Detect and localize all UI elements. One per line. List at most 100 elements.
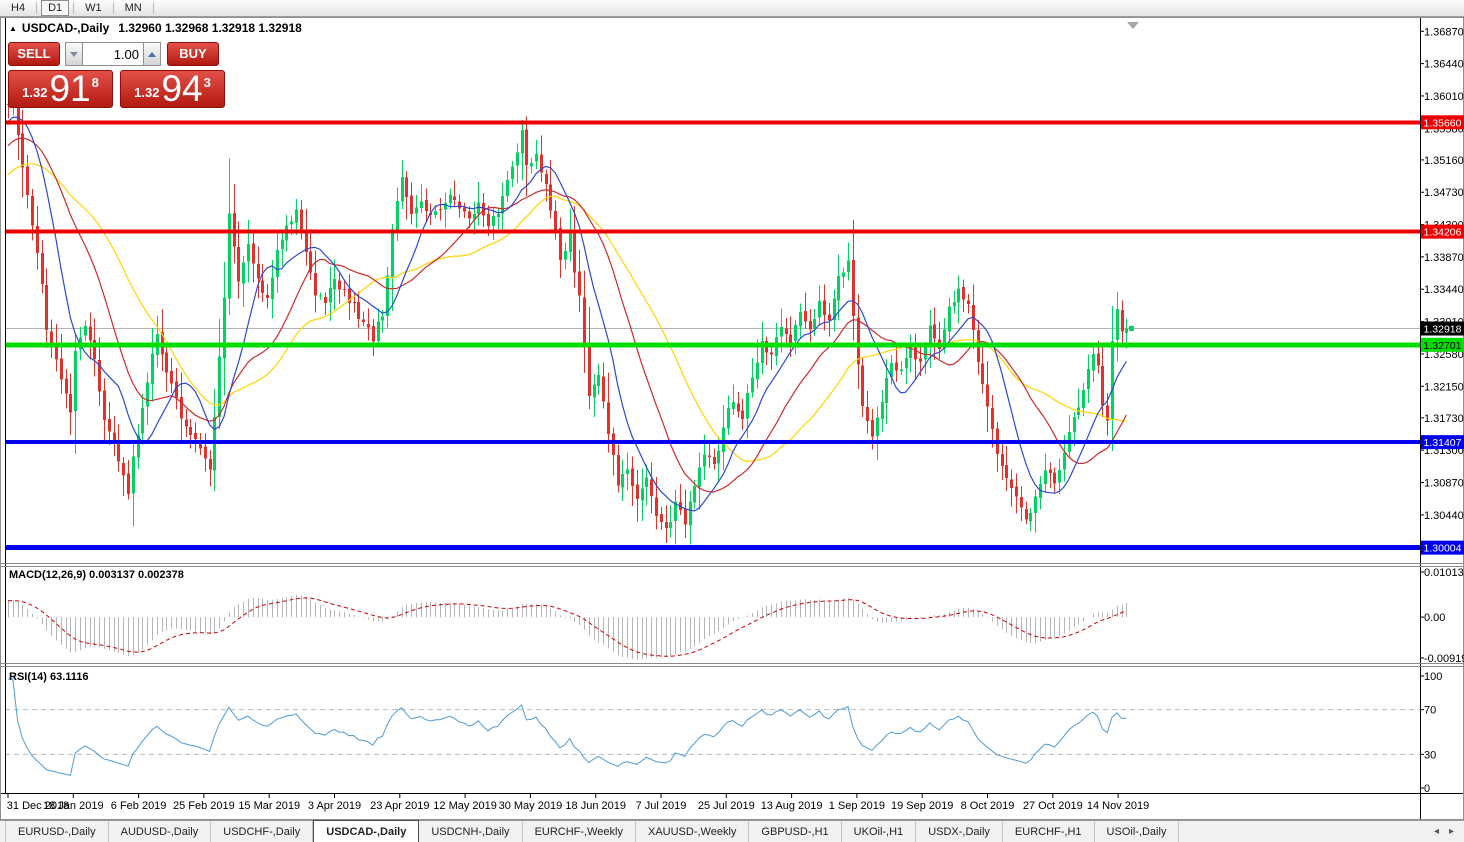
candle-body [1116,308,1119,341]
timeframe-mn[interactable]: MN [118,0,149,16]
candle-body [333,278,336,290]
tabs-scroll-left-icon[interactable]: ◂ [1433,826,1439,837]
candle-body [60,358,63,380]
date-tick-label: 15 Mar 2019 [238,800,300,812]
candle-body [319,295,322,297]
tab-usdcnh-daily[interactable]: USDCNH-,Daily [419,821,523,842]
sell-button[interactable]: SELL [8,42,60,66]
candle-body [444,202,447,210]
buy-button[interactable]: BUY [167,42,219,66]
candle-body [737,403,740,412]
date-tick-label: 7 Jul 2019 [636,800,687,812]
candle-body [420,201,423,209]
candle-body [290,221,293,225]
candle-body [602,376,605,402]
date-tick-label: 1 Sep 2019 [829,800,885,812]
rsi-label: RSI(14) 63.1116 [9,671,89,683]
candle-body [933,324,936,339]
sell-price-tile[interactable]: 1.32 91 8 [8,69,113,108]
candle-body [31,195,34,226]
volume-increase-button[interactable] [144,42,161,66]
date-tick-label: 14 Nov 2019 [1087,800,1149,812]
candle-body [137,434,140,458]
macd-label: MACD(12,26,9) 0.003137 0.002378 [9,569,184,581]
candle-body [521,130,524,154]
volume-decrease-button[interactable] [65,42,82,66]
price-tick-label: 1.33870 [1424,252,1464,264]
chart-title[interactable]: ▲ USDCAD-,Daily 1.32960 1.32968 1.32918 1.… [9,21,302,35]
candle-body [497,214,500,217]
tab-usoil-daily[interactable]: USOil-,Daily [1095,821,1180,842]
candle-body [885,377,888,403]
buy-price-tile[interactable]: 1.32 94 3 [120,69,225,108]
candle-body [89,326,92,341]
candle-body [1097,353,1100,366]
candle-body [132,456,135,494]
candle-body [189,426,192,435]
candle-body [405,177,408,197]
candle-body [17,97,20,136]
candle-body [991,407,994,429]
tab-usdchf-daily[interactable]: USDCHF-,Daily [211,821,314,842]
candle-body [828,314,831,321]
timeframe-d1[interactable]: D1 [41,0,70,16]
tab-usdcad-daily[interactable]: USDCAD-,Daily [313,820,420,842]
chart-plot-area[interactable] [5,17,1420,793]
candle-body [847,260,850,272]
candle-body [1044,470,1047,484]
candle-body [271,277,274,300]
candle-body [98,359,101,392]
volume-input[interactable]: 1.00 [82,42,144,66]
candle-body [194,433,197,440]
rsi-line [7,678,1127,777]
chart-shift-triangle-icon[interactable] [1127,22,1139,29]
candle-body [170,371,173,384]
price-badge [1421,321,1464,336]
date-tick-label: 18 Jun 2019 [565,800,626,812]
candle-body [890,363,893,377]
tab-audusd-daily[interactable]: AUDUSD-,Daily [109,821,212,842]
price-badge [1421,115,1464,130]
candle-body [477,202,480,215]
candle-body [650,479,653,496]
candle-body [535,154,538,162]
candle-body [65,378,68,394]
timeframe-h4[interactable]: H4 [4,0,32,16]
candle-body [573,230,576,273]
tab-eurchf-weekly[interactable]: EURCHF-,Weekly [523,821,636,842]
candle-body [338,280,341,290]
tab-xauusd-weekly[interactable]: XAUUSD-,Weekly [636,821,750,842]
candle-body [698,467,701,488]
candle-body [588,346,591,396]
candle-body [103,390,106,421]
candle-body [751,377,754,393]
tab-usdx-daily[interactable]: USDX-,Daily [916,821,1003,842]
candle-body [204,446,207,459]
candle-body [842,272,845,277]
candle-body [866,407,869,421]
one-click-trading-panel: SELL 1.00 BUY 1.32 91 8 1.32 94 3 [8,42,225,108]
price-badge [1421,337,1464,352]
tab-eurusd-daily[interactable]: EURUSD-,Daily [5,821,109,842]
macd-signal-line [7,597,1127,657]
date-tick-label: 25 Jul 2019 [698,800,755,812]
candle-body [761,341,764,363]
rsi-tick-label: 100 [1424,671,1442,683]
tab-eurchf-h1[interactable]: EURCHF-,H1 [1003,821,1095,842]
candle-body [569,231,572,252]
timeframe-w1[interactable]: W1 [78,0,109,16]
tabs-scroll-right-icon[interactable]: ▸ [1448,826,1454,837]
price-axis[interactable]: 1.368701.364401.360101.355801.351601.347… [1420,26,1464,795]
tab-gbpusd-h1[interactable]: GBPUSD-,H1 [749,821,842,842]
price-tick-label: 1.34730 [1424,187,1464,199]
candle-body [247,243,250,262]
price-badge-label: 1.35660 [1424,117,1462,129]
tab-ukoil-h1[interactable]: UKOil-,H1 [842,821,917,842]
candle-body [684,508,687,525]
macd-tick-label: 0.00 [1424,612,1445,624]
candle-body [636,484,639,500]
candle-body [185,419,188,427]
candle-body [1049,469,1052,474]
